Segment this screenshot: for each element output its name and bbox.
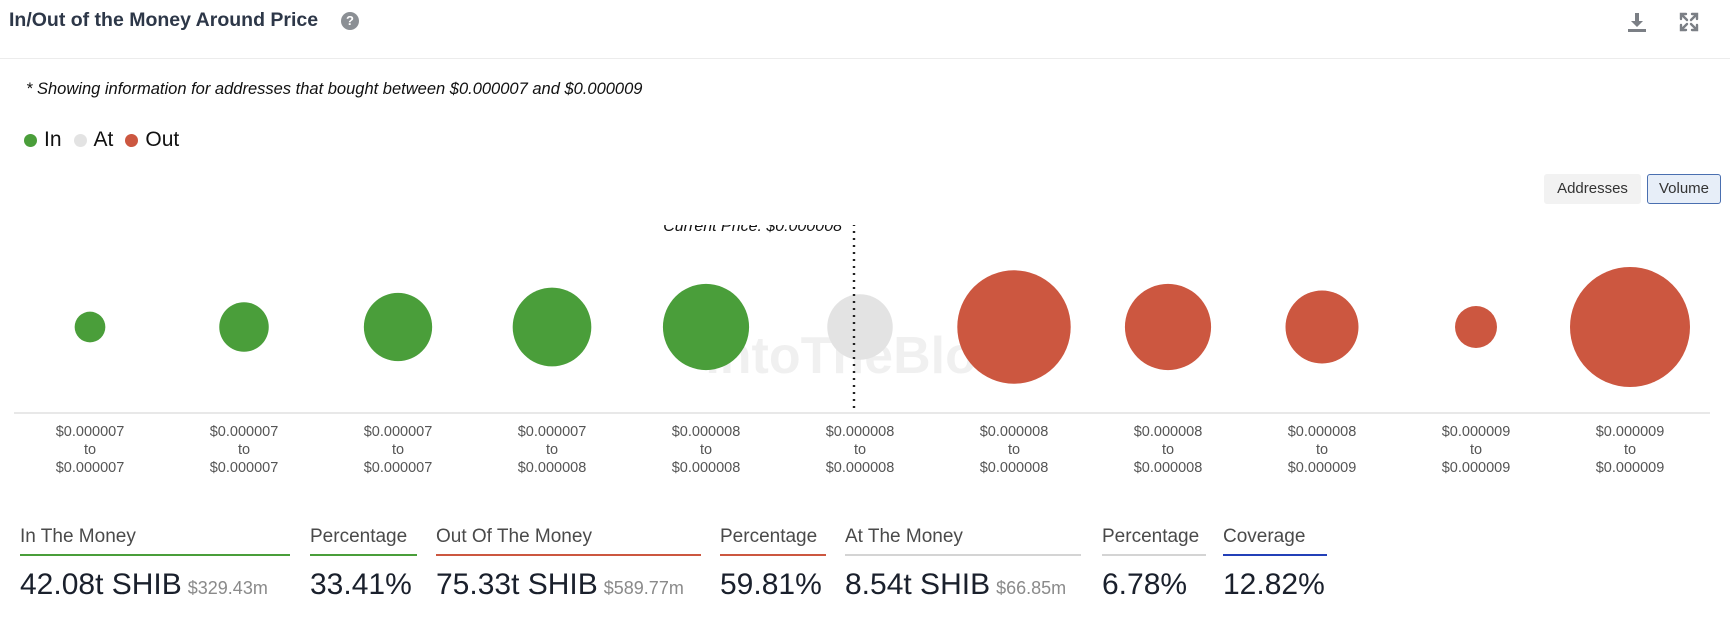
x-tick-label: $0.000009 (1288, 460, 1357, 476)
stat-in-percentage: Percentage 33.41% (310, 526, 417, 602)
x-tick-label: $0.000008 (672, 424, 741, 440)
x-tick-label: to (700, 442, 712, 458)
stat-out-percentage: Percentage 59.81% (720, 526, 826, 602)
bubble-chart: IntoTheBlock$0.000007to$0.000007$0.00000… (14, 225, 1710, 476)
stat-at-the-money: At The Money 8.54t SHIB $66.85m (845, 526, 1081, 602)
question-circle-icon[interactable]: ? (341, 12, 359, 30)
x-tick-label: $0.000007 (210, 424, 279, 440)
stat-value: 42.08t SHIB (20, 568, 182, 601)
x-tick-label: $0.000008 (980, 460, 1049, 476)
legend: In At Out (24, 128, 191, 152)
stat-value: 33.41% (310, 568, 412, 601)
bubble-in (363, 292, 433, 362)
stat-value: 12.82% (1223, 568, 1325, 601)
x-tick-label: to (1008, 442, 1020, 458)
x-tick-label: $0.000009 (1442, 460, 1511, 476)
legend-label-at: At (93, 128, 114, 151)
current-price-label: Current Price: $0.000008 (663, 225, 842, 235)
stat-usd-value: $329.43m (187, 578, 268, 598)
addresses-toggle-button[interactable]: Addresses (1544, 174, 1641, 204)
x-tick-label: to (1470, 442, 1482, 458)
x-tick-label: $0.000008 (518, 460, 587, 476)
stat-label: Percentage (1102, 526, 1206, 556)
legend-item-out[interactable]: Out (125, 128, 179, 152)
stat-label: Percentage (310, 526, 417, 556)
stat-label: Coverage (1223, 526, 1327, 556)
bubble-in (512, 287, 592, 367)
x-tick-label: to (854, 442, 866, 458)
stat-value: 59.81% (720, 568, 822, 601)
bubble-out (1455, 306, 1497, 348)
x-tick-label: $0.000009 (1596, 460, 1665, 476)
bubble-out (1285, 290, 1359, 364)
volume-toggle-button[interactable]: Volume (1647, 174, 1721, 204)
stat-label: Percentage (720, 526, 826, 556)
chart-header: In/Out of the Money Around Price ? (0, 0, 1730, 59)
stat-in-the-money: In The Money 42.08t SHIB $329.43m (20, 526, 290, 602)
x-tick-label: to (546, 442, 558, 458)
bubble-out (1570, 267, 1690, 387)
x-tick-label: $0.000008 (980, 424, 1049, 440)
stat-at-percentage: Percentage 6.78% (1102, 526, 1206, 602)
x-tick-label: $0.000009 (1596, 424, 1665, 440)
x-tick-label: $0.000008 (826, 460, 895, 476)
x-tick-label: to (238, 442, 250, 458)
x-tick-label: to (1162, 442, 1174, 458)
legend-item-in[interactable]: In (24, 128, 62, 152)
x-tick-label: $0.000008 (672, 460, 741, 476)
bubble-out (1124, 283, 1212, 371)
legend-dot-at (73, 133, 87, 147)
bubble-in (74, 311, 106, 343)
stat-label: In The Money (20, 526, 290, 556)
x-tick-label: $0.000007 (364, 460, 433, 476)
legend-label-out: Out (145, 128, 180, 151)
x-tick-label: $0.000007 (210, 460, 279, 476)
bubble-out (957, 270, 1071, 384)
stat-label: Out Of The Money (436, 526, 701, 556)
x-tick-label: to (392, 442, 404, 458)
legend-label-in: In (44, 128, 62, 151)
x-tick-label: $0.000008 (1288, 424, 1357, 440)
x-tick-label: $0.000007 (518, 424, 587, 440)
legend-dot-in (24, 133, 37, 147)
stat-coverage: Coverage 12.82% (1223, 526, 1327, 602)
legend-dot-out (125, 133, 139, 147)
x-tick-label: to (84, 442, 96, 458)
download-icon[interactable] (1625, 10, 1649, 34)
bubble-in (219, 302, 269, 352)
stat-value: 6.78% (1102, 568, 1188, 601)
x-tick-label: $0.000008 (826, 424, 895, 440)
x-tick-label: $0.000009 (1442, 424, 1511, 440)
page-title: In/Out of the Money Around Price (9, 9, 319, 31)
x-tick-label: $0.000008 (1134, 424, 1203, 440)
stat-out-of-the-money: Out Of The Money 75.33t SHIB $589.77m (436, 526, 701, 602)
stat-value: 75.33t SHIB (436, 568, 598, 601)
fullscreen-icon[interactable] (1677, 10, 1701, 34)
x-tick-label: $0.000007 (56, 460, 125, 476)
x-tick-label: to (1316, 442, 1328, 458)
stat-usd-value: $589.77m (603, 578, 684, 598)
x-tick-label: $0.000008 (1134, 460, 1203, 476)
bubble-at (827, 294, 893, 360)
info-note: * Showing information for addresses that… (26, 80, 643, 98)
x-tick-label: to (1624, 442, 1636, 458)
x-tick-label: $0.000007 (56, 424, 125, 440)
stat-value: 8.54t SHIB (845, 568, 991, 601)
bubble-in (662, 283, 750, 371)
x-tick-label: $0.000007 (364, 424, 433, 440)
stat-usd-value: $66.85m (996, 578, 1067, 598)
legend-item-at[interactable]: At (73, 128, 114, 152)
stat-label: At The Money (845, 526, 1081, 556)
